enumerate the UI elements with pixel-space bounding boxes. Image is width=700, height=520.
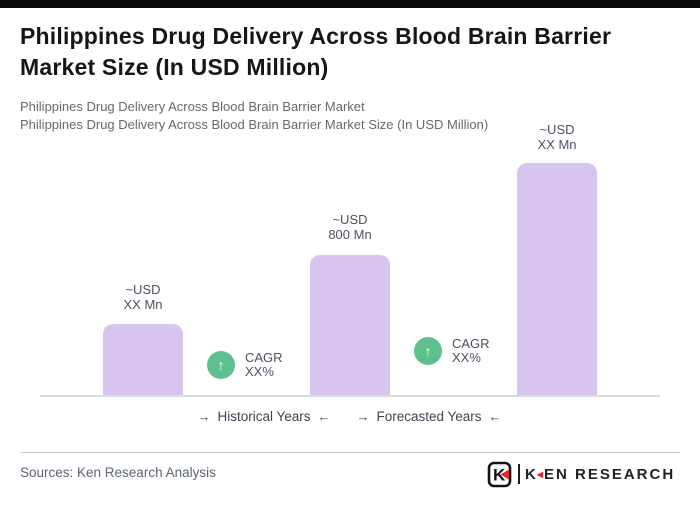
period-label-text: Forecasted Years <box>376 409 482 424</box>
right-arrow-icon: → <box>197 409 211 424</box>
axis-period-labels: → Historical Years ← → Forecasted Years … <box>0 409 700 429</box>
up-arrow-icon: ↑ <box>207 351 235 379</box>
top-black-bar <box>0 0 700 8</box>
bar2-value-line2: 800 Mn <box>328 226 372 242</box>
cagr-value: XX% <box>245 364 274 379</box>
bar2-value-line1: ~USD <box>332 212 368 227</box>
cagr-badge-historical: ↑ CAGR XX% <box>207 351 283 379</box>
chart-subtitle-line1: Philippines Drug Delivery Across Blood B… <box>20 99 365 114</box>
left-arrow-icon: ← <box>488 409 502 424</box>
bar-forecast <box>517 163 597 396</box>
sources-text: Sources: Ken Research Analysis <box>20 465 216 480</box>
bar1-value-line2: XX Mn <box>123 296 163 312</box>
bar3-value-line2: XX Mn <box>537 136 577 152</box>
red-triangle-icon <box>500 469 509 479</box>
period-label-text: Historical Years <box>217 409 311 424</box>
footer-divider <box>20 452 680 453</box>
page-title: Philippines Drug Delivery Across Blood B… <box>20 21 685 83</box>
cagr-value: XX% <box>452 350 481 365</box>
bar3-value-line1: ~USD <box>539 122 575 137</box>
x-axis-line <box>40 395 660 397</box>
forecasted-years-label: → Forecasted Years ← <box>344 409 514 424</box>
cagr-label: CAGR <box>452 336 490 351</box>
cagr-label: CAGR <box>245 350 283 365</box>
wordmark-k: K <box>525 465 538 483</box>
bar3-value-label: ~USD XX Mn <box>507 122 607 152</box>
bar-current <box>310 255 390 396</box>
bar2-value-label: ~USD 800 Mn <box>300 212 400 242</box>
cagr-badge-text: CAGR XX% <box>452 337 490 365</box>
logo-shield-icon: K <box>487 461 512 487</box>
wordmark-rest: EN RESEARCH <box>544 465 676 483</box>
cagr-badge-text: CAGR XX% <box>245 351 283 379</box>
bar1-value-line1: ~USD <box>125 282 161 297</box>
bar-historical <box>103 324 183 396</box>
up-arrow-icon: ↑ <box>414 337 442 365</box>
left-arrow-icon: ← <box>317 409 331 424</box>
chart-subtitle: Philippines Drug Delivery Across Blood B… <box>20 98 680 134</box>
page-title-line2: Market Size (In USD Million) <box>20 54 329 80</box>
right-arrow-icon: → <box>356 409 370 424</box>
ken-research-logo: K K ◀ EN RESEARCH <box>487 460 675 488</box>
chart-subtitle-line2: Philippines Drug Delivery Across Blood B… <box>20 117 489 132</box>
historical-years-label: → Historical Years ← <box>184 409 344 424</box>
red-triangle-icon: ◀ <box>536 470 543 479</box>
logo-wordmark: K ◀ EN RESEARCH <box>525 466 675 483</box>
page-title-line1: Philippines Drug Delivery Across Blood B… <box>20 23 612 49</box>
bar1-value-label: ~USD XX Mn <box>93 282 193 312</box>
logo-k-letter: K <box>493 465 506 484</box>
logo-divider <box>518 464 520 484</box>
cagr-badge-forecast: ↑ CAGR XX% <box>414 337 490 365</box>
